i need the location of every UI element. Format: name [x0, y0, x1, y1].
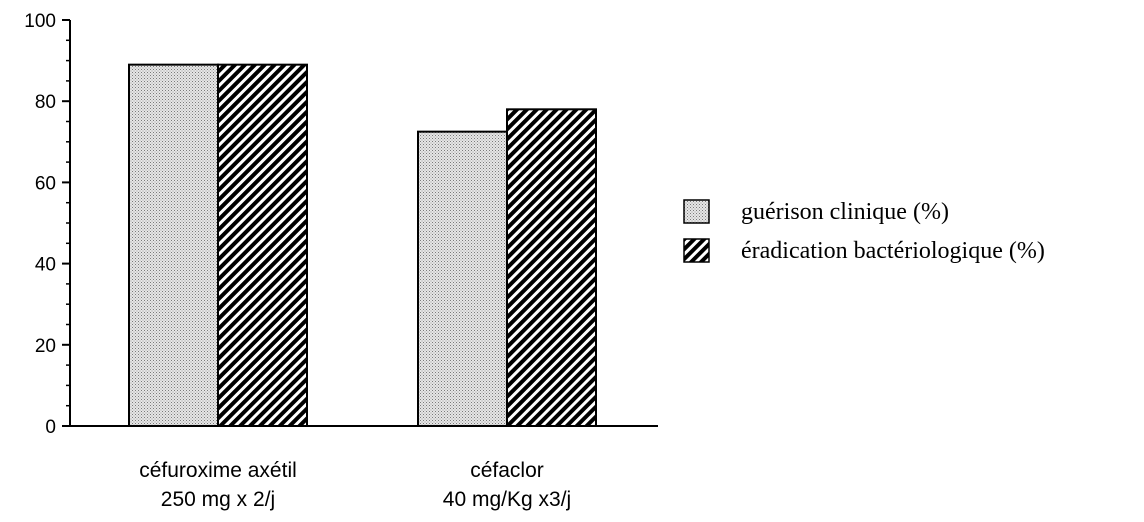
bar-series2-cat2 — [506, 108, 597, 427]
y-tick-label-80: 80 — [35, 92, 56, 113]
legend-swatch-2 — [683, 238, 710, 263]
y-tick-label-0: 0 — [45, 417, 56, 438]
category-label-1-line-2: 250 mg x 2/j — [161, 488, 275, 511]
category-label-1-line-1: céfuroxime axétil — [139, 459, 297, 482]
category-label-2-line-1: céfaclor — [470, 459, 544, 482]
bar-series1-cat1 — [128, 63, 219, 427]
y-tick-label-100: 100 — [24, 11, 56, 32]
legend: guérison clinique (%) éradication bactéri… — [683, 199, 1045, 264]
bars — [128, 63, 597, 427]
legend-label-1: guérison clinique (%) — [741, 199, 949, 225]
bar-series1-cat2 — [417, 130, 508, 427]
legend-label-2: éradication bactériologique (%) — [741, 238, 1045, 264]
y-tick-label-20: 20 — [35, 336, 56, 357]
bar-series2-cat1 — [217, 63, 308, 427]
y-tick-label-60: 60 — [35, 173, 56, 194]
y-tick-label-40: 40 — [35, 255, 56, 276]
legend-swatch-1 — [683, 199, 710, 224]
category-label-2-line-2: 40 mg/Kg x3/j — [443, 488, 571, 511]
category-labels: céfuroxime axétil 250 mg x 2/j céfaclor 40 … — [139, 459, 571, 511]
